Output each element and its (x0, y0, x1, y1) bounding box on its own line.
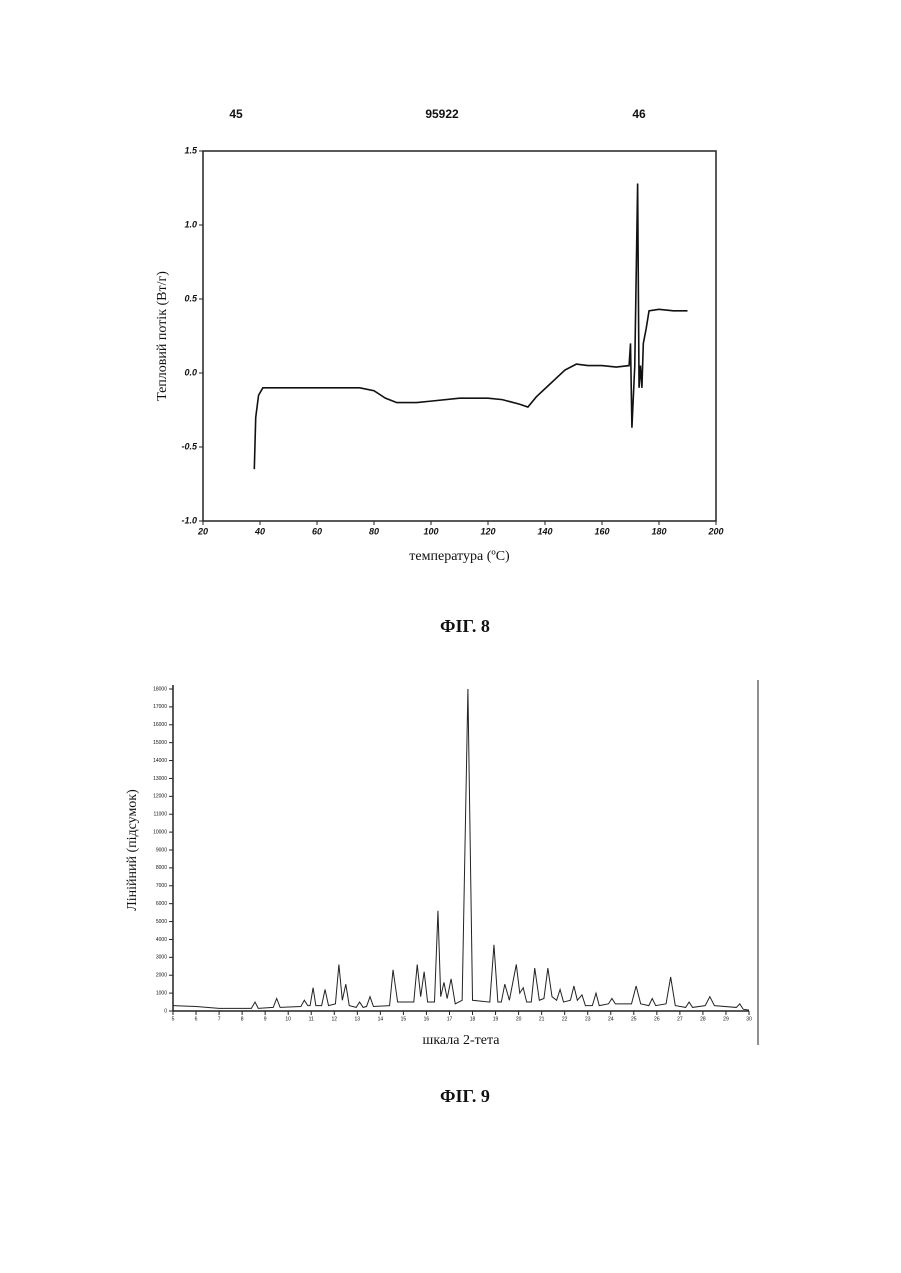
x-tick-label: 140 (537, 526, 552, 536)
x-tick-label: 18 (470, 1016, 476, 1022)
x-tick-label: 60 (312, 526, 322, 536)
x-tick-label: 15 (401, 1016, 407, 1022)
x-tick-label: 20 (516, 1016, 522, 1022)
y-tick-label: 13000 (153, 776, 167, 782)
y-tick-label: 1.0 (184, 219, 197, 229)
x-tick-label: 28 (700, 1016, 706, 1022)
y-tick-label: 12000 (153, 794, 167, 800)
y-tick-label: 17000 (153, 704, 167, 710)
y-tick-label: 3000 (156, 955, 167, 961)
y-tick-label: -0.5 (181, 441, 198, 451)
x-tick-label: 13 (355, 1016, 361, 1022)
x-tick-label: 17 (447, 1016, 453, 1022)
x-tick-label: 20 (197, 526, 208, 536)
figure-caption: ФІГ. 9 (440, 1086, 490, 1106)
x-tick-label: 23 (585, 1016, 591, 1022)
y-tick-label: 18000 (153, 686, 167, 692)
y-tick-label: 1000 (156, 990, 167, 996)
page-number-left: 45 (229, 107, 243, 121)
y-tick-label: 10000 (153, 829, 167, 835)
x-tick-label: 22 (562, 1016, 568, 1022)
x-axis-label: температура (ºC) (409, 549, 510, 564)
y-tick-label: 11000 (153, 812, 167, 818)
x-axis-label: шкала 2-тета (423, 1033, 501, 1048)
x-tick-label: 160 (594, 526, 609, 536)
x-tick-label: 9 (264, 1016, 267, 1022)
y-tick-label: 1.5 (184, 145, 198, 155)
y-tick-label: 5000 (156, 919, 167, 925)
y-tick-label: -1.0 (181, 515, 197, 525)
x-tick-label: 7 (218, 1016, 221, 1022)
x-tick-label: 12 (331, 1016, 337, 1022)
y-tick-label: 0.5 (184, 293, 198, 303)
x-tick-label: 180 (651, 526, 666, 536)
x-tick-label: 100 (423, 526, 438, 536)
x-tick-label: 27 (677, 1016, 683, 1022)
x-tick-label: 19 (493, 1016, 499, 1022)
x-tick-label: 40 (254, 526, 265, 536)
x-tick-label: 14 (378, 1016, 384, 1022)
y-tick-label: 15000 (153, 740, 167, 746)
x-tick-label: 10 (285, 1016, 291, 1022)
x-tick-label: 29 (723, 1016, 729, 1022)
x-tick-label: 30 (746, 1016, 752, 1022)
y-axis-label: Лінійний (підсумок) (125, 789, 140, 911)
x-tick-label: 6 (195, 1016, 198, 1022)
page-number-right: 46 (632, 107, 646, 121)
x-tick-label: 24 (608, 1016, 614, 1022)
y-tick-label: 0 (164, 1008, 167, 1014)
y-tick-label: 2000 (156, 973, 167, 979)
y-tick-label: 6000 (156, 901, 167, 907)
y-tick-label: 0.0 (184, 367, 197, 377)
y-axis-label: Тепловий потік (Вт/г) (155, 271, 170, 401)
y-tick-label: 7000 (156, 883, 167, 889)
x-tick-label: 21 (539, 1016, 545, 1022)
page: 45 95922 46 20406080100120140160180200-1… (0, 0, 901, 1273)
y-tick-label: 16000 (153, 722, 167, 728)
y-tick-label: 4000 (156, 937, 167, 943)
y-tick-label: 9000 (156, 847, 167, 853)
x-tick-label: 26 (654, 1016, 660, 1022)
x-tick-label: 8 (241, 1016, 244, 1022)
patent-number: 95922 (425, 107, 459, 121)
x-tick-label: 200 (707, 526, 723, 536)
x-tick-label: 25 (631, 1016, 637, 1022)
y-tick-label: 8000 (156, 865, 167, 871)
x-tick-label: 80 (369, 526, 379, 536)
x-tick-label: 5 (172, 1016, 175, 1022)
y-tick-label: 14000 (153, 758, 167, 764)
x-tick-label: 16 (424, 1016, 430, 1022)
x-tick-label: 120 (480, 526, 495, 536)
data-line (173, 689, 749, 1010)
data-line (254, 184, 687, 470)
figure-caption: ФІГ. 8 (440, 616, 490, 636)
x-tick-label: 11 (309, 1016, 314, 1022)
